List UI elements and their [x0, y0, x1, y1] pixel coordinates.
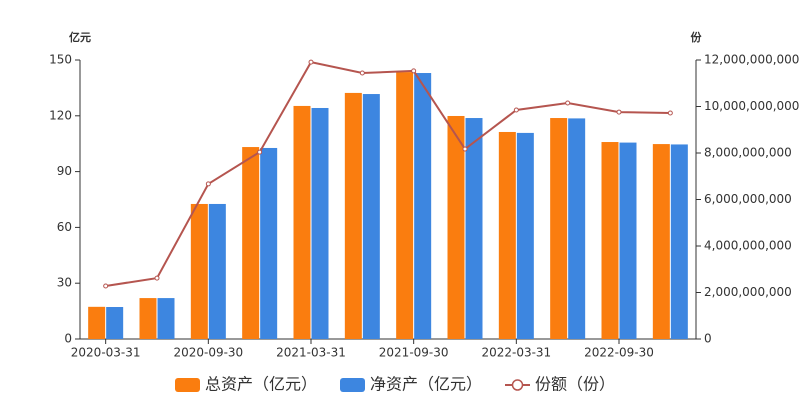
x-tick-label: 2020-09-30 [173, 346, 243, 360]
y2-tick-label: 8,000,000,000 [704, 146, 792, 160]
legend-label[interactable]: 总资产（亿元） [205, 375, 317, 394]
line-point [616, 109, 622, 115]
bar [568, 118, 586, 340]
y2-tick-label: 10,000,000,000 [704, 99, 799, 113]
bar [652, 144, 670, 339]
bar [139, 298, 157, 339]
bar [447, 115, 465, 340]
y-tick-label: 60 [57, 220, 72, 234]
legend-label[interactable]: 净资产（亿元） [370, 375, 482, 394]
y-tick-label: 150 [49, 53, 72, 67]
y-tick-label: 30 [57, 276, 72, 290]
y2-tick-label: 0 [704, 332, 712, 346]
bar [157, 298, 175, 339]
y2-tick-label: 6,000,000,000 [704, 192, 792, 206]
line-point [154, 275, 160, 281]
line-point [462, 146, 468, 152]
bar [396, 72, 414, 339]
bar [465, 118, 483, 339]
y2-tick-label: 12,000,000,000 [704, 53, 799, 67]
bar [311, 107, 329, 339]
bar [362, 94, 380, 340]
bar [106, 307, 124, 339]
x-tick-label: 2022-09-30 [584, 346, 654, 360]
line-point [513, 107, 519, 113]
legend-icon[interactable] [511, 379, 524, 391]
bar [208, 203, 226, 339]
y-tick-label: 90 [57, 164, 72, 178]
line-point [257, 149, 263, 155]
bar [516, 132, 534, 339]
y-tick-label: 120 [49, 108, 72, 122]
bar [619, 142, 637, 339]
y2-tick-label: 4,000,000,000 [704, 239, 792, 253]
line-point [667, 110, 673, 116]
line-point [308, 59, 314, 65]
x-tick-label: 2021-03-31 [276, 346, 346, 360]
bar [550, 118, 568, 339]
y-tick-label: 0 [64, 332, 72, 346]
line [105, 60, 671, 287]
line-point [205, 181, 211, 187]
bar [260, 147, 278, 339]
line-point [411, 68, 417, 74]
bar [293, 105, 311, 339]
y-unit: 亿元 [69, 30, 91, 44]
bar [88, 306, 106, 339]
bar [242, 147, 260, 339]
line-point [359, 70, 365, 76]
bar [344, 92, 362, 339]
legend-icon[interactable] [340, 378, 365, 392]
bar [601, 142, 619, 339]
bar [498, 131, 516, 339]
legend-label[interactable]: 份额（份） [535, 375, 615, 394]
bar [190, 203, 208, 339]
x-tick-label: 2020-03-31 [71, 346, 141, 360]
line-point [565, 100, 571, 106]
y2-unit: 份 [691, 30, 703, 44]
x-tick-label: 2021-09-30 [379, 346, 449, 360]
bar [670, 144, 688, 339]
y2-tick-label: 2,000,000,000 [704, 285, 792, 299]
bar [414, 73, 432, 340]
line-point [103, 283, 109, 289]
legend-icon[interactable] [175, 378, 200, 392]
x-tick-label: 2022-03-31 [481, 346, 551, 360]
